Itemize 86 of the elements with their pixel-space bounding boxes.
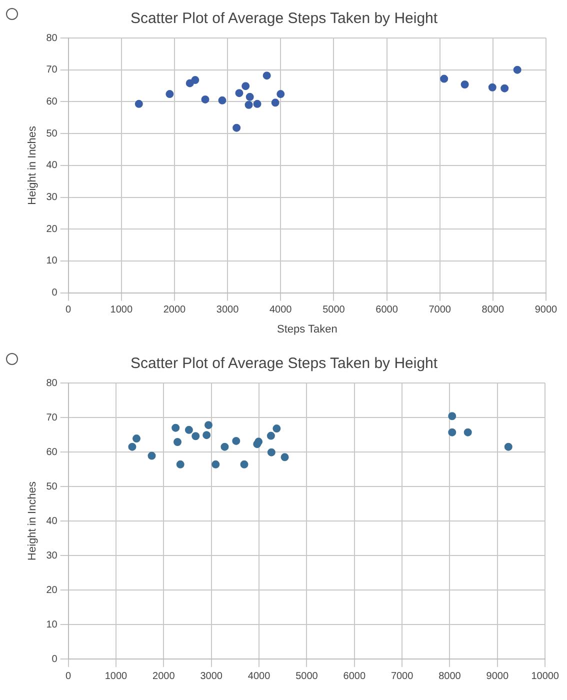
point (253, 100, 262, 108)
point (202, 431, 211, 440)
x-tick-label: 2000 (163, 304, 186, 316)
y-axis-title: Height in Inches (26, 125, 39, 205)
point (267, 448, 276, 456)
y-tick-label: 20 (46, 584, 58, 596)
point (134, 100, 143, 108)
point (464, 428, 472, 436)
point (448, 428, 456, 436)
chart-title: Scatter Plot of Average Steps Taken by Height (130, 355, 438, 372)
point (253, 440, 262, 448)
point (128, 442, 136, 451)
point (201, 95, 210, 104)
y-tick-label: 0 (52, 654, 58, 665)
point (240, 460, 248, 468)
point (212, 460, 220, 468)
y-tick-label: 30 (46, 550, 58, 562)
point (220, 442, 229, 451)
point (488, 83, 496, 92)
point (204, 421, 212, 430)
point (272, 424, 281, 433)
point (440, 74, 448, 83)
point (513, 66, 522, 74)
y-tick-label: 60 (46, 96, 58, 108)
x-tick-label: 0 (66, 304, 72, 316)
point (246, 92, 254, 101)
point (235, 89, 244, 98)
y-tick-label: 60 (46, 446, 58, 458)
x-tick-label: 5000 (322, 304, 346, 316)
x-tick-label: 8000 (438, 670, 462, 682)
y-tick-label: 10 (46, 256, 58, 267)
point (232, 436, 240, 445)
y-tick-label: 50 (46, 128, 58, 140)
point (266, 432, 275, 440)
y-tick-label: 40 (46, 160, 58, 172)
y-tick-label: 70 (46, 64, 58, 76)
y-tick-label: 70 (46, 412, 58, 424)
x-axis-title: Steps Taken (276, 323, 338, 336)
point (166, 90, 174, 98)
point (186, 79, 194, 88)
point (271, 98, 280, 107)
point (500, 84, 509, 92)
x-tick-label: 4000 (270, 304, 292, 316)
y-tick-label: 0 (52, 288, 58, 299)
x-tick-label: 5000 (296, 670, 318, 682)
point (174, 438, 182, 446)
point (242, 82, 250, 90)
point (232, 124, 241, 132)
point (132, 434, 140, 443)
chart-title: Scatter Plot of Average Steps Taken by Height (130, 10, 438, 28)
y-tick-label: 10 (46, 619, 58, 630)
point (176, 460, 184, 468)
x-tick-label: 1000 (104, 670, 128, 682)
x-tick-label: 2000 (152, 670, 176, 682)
point (192, 432, 200, 440)
point (184, 426, 193, 434)
point (448, 412, 456, 420)
x-tick-label: 7000 (390, 670, 414, 682)
x-tick-label: 9000 (486, 670, 509, 682)
point (460, 80, 469, 88)
x-tick-label: 4000 (248, 670, 271, 682)
x-tick-label: 7000 (428, 304, 452, 316)
point (148, 452, 156, 460)
point (276, 90, 285, 98)
x-tick-label: 3000 (200, 670, 223, 682)
y-tick-label: 20 (46, 224, 58, 235)
y-tick-label: 80 (46, 378, 58, 389)
point (504, 442, 512, 451)
y-axis-title: Height in Inches (26, 481, 39, 560)
x-tick-label: 0 (66, 670, 72, 682)
x-tick-label: 8000 (482, 304, 504, 316)
point (218, 96, 226, 104)
x-tick-label: 6000 (376, 304, 398, 316)
x-tick-label: 6000 (343, 670, 366, 682)
x-tick-label: 3000 (216, 304, 240, 316)
point (244, 100, 253, 109)
y-tick-label: 30 (46, 192, 58, 203)
y-tick-label: 80 (46, 32, 58, 44)
point (262, 72, 271, 80)
point (172, 424, 180, 432)
x-tick-label: 1000 (110, 304, 133, 316)
point (280, 453, 289, 462)
x-tick-label: 9000 (534, 304, 558, 316)
x-tick-label: 10000 (531, 670, 560, 682)
y-tick-label: 40 (46, 516, 58, 527)
y-tick-label: 50 (46, 481, 58, 492)
